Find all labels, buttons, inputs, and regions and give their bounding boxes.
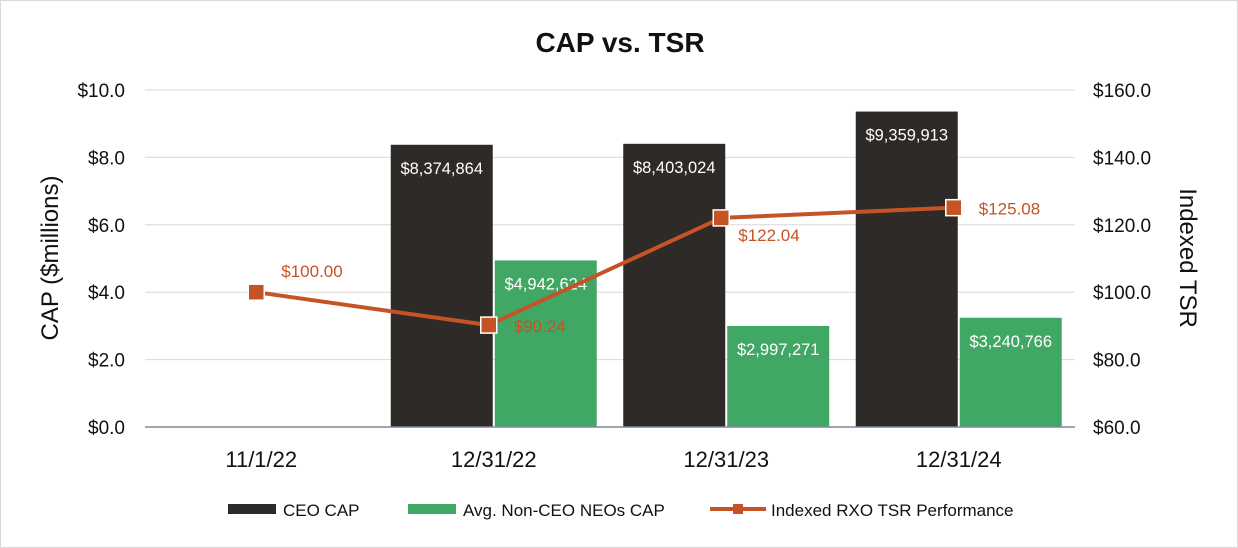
tsr-value-label: $100.00 [281,262,342,281]
neo-cap-bar [494,260,597,427]
left-axis-title: CAP ($millions) [37,176,64,341]
left-tick-label: $10.0 [77,81,125,102]
neo-cap-value-label: $3,240,766 [969,333,1052,351]
right-tick-label: $120.0 [1093,216,1151,237]
tsr-marker [712,209,730,227]
legend-label-tsr: Indexed RXO TSR Performance [771,501,1014,520]
right-tick-label: $100.0 [1093,283,1151,304]
legend-label-neo-cap: Avg. Non-CEO NEOs CAP [463,501,665,520]
left-tick-label: $2.0 [88,351,125,372]
right-tick-label: $160.0 [1093,81,1151,102]
ceo-cap-bar [855,111,958,428]
left-tick-label: $4.0 [88,283,125,304]
tsr-value-label: $90.24 [514,317,566,336]
ceo-cap-bar [623,143,726,427]
tsr-marker [945,198,963,217]
right-axis-title: Indexed TSR [1174,188,1201,328]
neo-cap-value-label: $2,997,271 [737,341,820,359]
legend-swatch-tsr-marker [733,504,743,514]
neo-cap-bar [727,325,830,427]
tsr-marker [247,283,265,301]
neo-cap-bar [959,317,1062,427]
tsr-line [255,205,954,328]
category-label: 12/31/22 [451,447,537,472]
ceo-cap-value-label: $8,374,864 [400,160,483,178]
x-axis-categories: 11/1/22 12/31/22 12/31/23 12/31/24 [225,447,1001,472]
tsr-line-series: $100.00 $90.24 $122.04 $125.08 [247,198,1040,336]
tsr-marker [480,316,498,334]
left-tick-label: $6.0 [88,216,125,237]
right-tick-label: $80.0 [1093,351,1141,372]
left-tick-label: $0.0 [88,418,125,439]
tsr-value-label: $122.04 [738,226,799,245]
legend: CEO CAP Avg. Non-CEO NEOs CAP Indexed RX… [228,501,1014,520]
left-tick-label: $8.0 [88,148,125,169]
category-label: 12/31/24 [916,447,1002,472]
category-label: 11/1/22 [225,447,297,472]
legend-swatch-neo-cap [408,504,456,514]
legend-label-ceo-cap: CEO CAP [283,501,360,520]
ceo-cap-value-label: $8,403,024 [633,159,716,177]
category-label: 12/31/23 [683,447,769,472]
ceo-cap-bar [390,144,493,427]
ceo-cap-value-label: $9,359,913 [865,127,948,145]
legend-swatch-ceo-cap [228,504,276,514]
tsr-value-label: $125.08 [979,200,1040,219]
chart-title: CAP vs. TSR [535,27,704,58]
left-axis-ticks: $0.0 $2.0 $4.0 $6.0 $8.0 $10.0 [77,81,125,439]
right-axis-ticks: $60.0 $80.0 $100.0 $120.0 $140.0 $160.0 [1093,81,1151,439]
bar-series: $8,374,864 $8,403,024$9,359,913$4,942,624… [390,111,1062,428]
right-tick-label: $60.0 [1093,418,1141,439]
right-tick-label: $140.0 [1093,148,1151,169]
